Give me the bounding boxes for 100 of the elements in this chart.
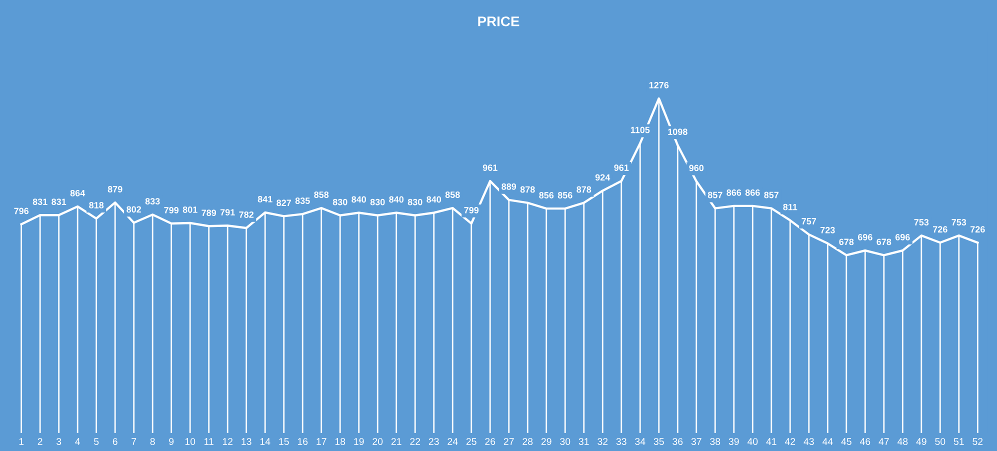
x-tick-label: 48: [897, 438, 908, 445]
data-label: 802: [126, 206, 142, 213]
x-tick-label: 47: [878, 438, 889, 445]
data-label: 856: [558, 192, 572, 198]
x-tick-label: 23: [428, 438, 439, 445]
x-tick-label: 42: [784, 438, 796, 445]
data-label: 789: [202, 210, 216, 216]
x-tick-label: 41: [766, 438, 776, 445]
data-label: 841: [258, 196, 272, 202]
data-label: 723: [820, 226, 835, 234]
data-label: 1276: [649, 82, 669, 88]
data-label: 757: [802, 218, 816, 224]
data-label: 799: [164, 207, 179, 214]
x-tick-label: 6: [112, 438, 118, 445]
chart-title: PRICE: [478, 16, 520, 26]
x-tick-label: 29: [541, 438, 552, 445]
data-label: 830: [370, 198, 385, 206]
x-tick-label: 26: [485, 438, 496, 445]
data-label: 811: [783, 204, 798, 210]
x-tick-label: 12: [222, 438, 233, 445]
data-label: 878: [576, 186, 592, 193]
x-tick-label: 37: [691, 438, 702, 445]
x-tick-label: 35: [654, 438, 664, 445]
data-label: 726: [970, 226, 985, 233]
x-tick-label: 19: [354, 438, 364, 445]
x-tick-label: 46: [860, 438, 870, 445]
x-tick-label: 4: [75, 438, 80, 445]
x-tick-label: 38: [710, 438, 720, 445]
x-tick-label: 24: [448, 438, 458, 445]
data-label: 726: [933, 226, 948, 233]
x-tick-label: 16: [298, 438, 308, 445]
data-label: 1105: [630, 126, 650, 134]
x-tick-label: 20: [372, 438, 383, 445]
data-label: 878: [520, 186, 535, 193]
data-label: 857: [708, 192, 722, 198]
data-label: 858: [314, 192, 329, 198]
data-label: 791: [220, 209, 235, 216]
data-label: 1098: [668, 128, 688, 136]
x-tick-label: 31: [578, 438, 589, 445]
x-tick-label: 40: [747, 438, 758, 445]
x-tick-label: 52: [972, 438, 983, 445]
data-label: 678: [839, 238, 854, 246]
data-label: 858: [445, 192, 460, 198]
x-tick-label: 44: [822, 438, 833, 445]
x-tick-label: 7: [132, 438, 136, 445]
x-tick-label: 15: [279, 438, 289, 445]
x-tick-label: 51: [954, 438, 964, 445]
data-label: 830: [408, 198, 422, 206]
data-label: 799: [464, 207, 479, 214]
data-label: 840: [352, 196, 366, 203]
x-tick-label: 2: [38, 438, 42, 445]
data-label: 856: [539, 192, 554, 198]
data-label: 782: [239, 211, 254, 218]
data-label: 866: [726, 189, 742, 196]
x-tick-label: 10: [185, 438, 196, 445]
data-label: 830: [332, 198, 348, 206]
data-label: 831: [32, 198, 48, 206]
data-label: 835: [295, 198, 310, 204]
data-label: 818: [89, 202, 104, 208]
x-tick-label: 25: [466, 438, 476, 445]
x-tick-label: 34: [635, 438, 646, 445]
data-label: 753: [914, 219, 929, 226]
data-label: 924: [595, 174, 610, 181]
data-label: 753: [952, 219, 966, 226]
x-tick-label: 22: [410, 438, 420, 445]
x-tick-label: 27: [504, 438, 514, 445]
x-tick-label: 21: [391, 438, 402, 445]
data-label: 889: [502, 183, 516, 190]
x-tick-label: 5: [94, 438, 99, 445]
x-tick-label: 49: [916, 438, 926, 445]
x-tick-label: 1: [19, 438, 24, 445]
data-label: 796: [14, 208, 29, 214]
data-label: 833: [145, 198, 160, 204]
x-tick-label: 14: [260, 438, 270, 445]
x-tick-label: 36: [672, 438, 683, 445]
x-tick-label: 33: [616, 438, 626, 445]
x-tick-label: 11: [204, 438, 214, 445]
data-label: 840: [426, 196, 442, 203]
x-tick-label: 43: [804, 438, 814, 445]
data-label: 866: [745, 189, 760, 196]
x-tick-label: 39: [728, 438, 739, 445]
x-tick-label: 50: [935, 438, 946, 445]
data-label: 961: [482, 164, 498, 171]
data-label: 961: [614, 164, 629, 171]
data-label: 864: [70, 190, 86, 196]
data-label: 960: [689, 164, 704, 172]
x-tick-label: 30: [560, 438, 570, 445]
data-label: 831: [52, 198, 66, 206]
data-label: 857: [764, 192, 779, 198]
x-tick-label: 17: [316, 438, 326, 445]
data-label: 696: [858, 234, 872, 240]
x-tick-label: 32: [598, 438, 608, 445]
x-tick-label: 45: [841, 438, 852, 445]
x-tick-label: 3: [56, 438, 62, 445]
data-label: 827: [276, 200, 291, 206]
data-label: 801: [182, 206, 198, 213]
x-tick-label: 8: [150, 438, 155, 445]
data-label: 678: [876, 238, 892, 246]
x-tick-label: 18: [335, 438, 346, 445]
data-label: 696: [895, 234, 910, 240]
